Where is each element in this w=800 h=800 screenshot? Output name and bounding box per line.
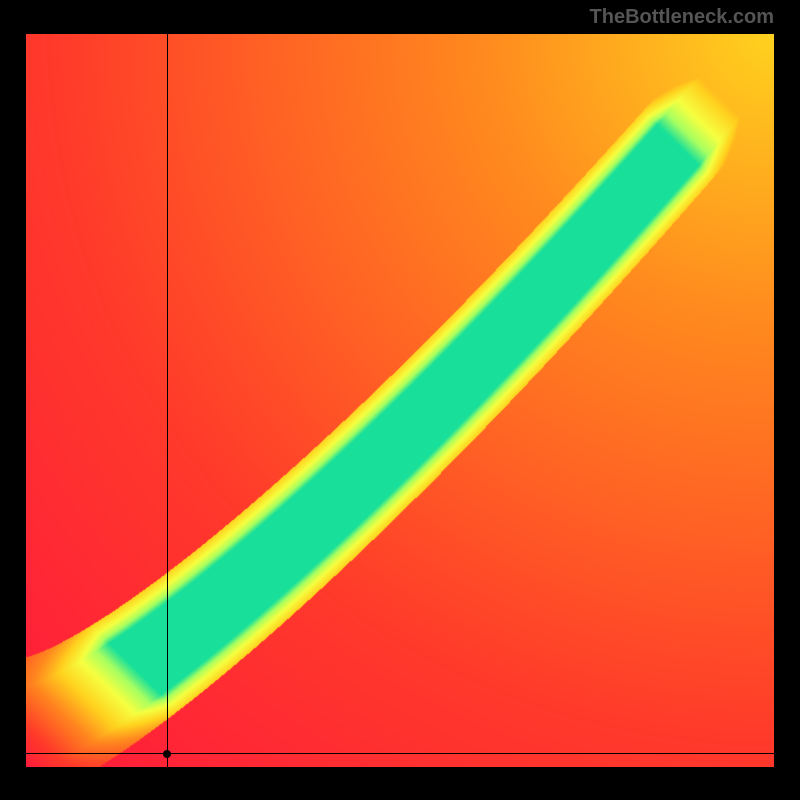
watermark-text: TheBottleneck.com (590, 6, 774, 29)
crosshair-vertical (167, 34, 168, 767)
crosshair-horizontal (26, 753, 774, 754)
heatmap-canvas (26, 34, 774, 767)
crosshair-marker (163, 750, 171, 758)
